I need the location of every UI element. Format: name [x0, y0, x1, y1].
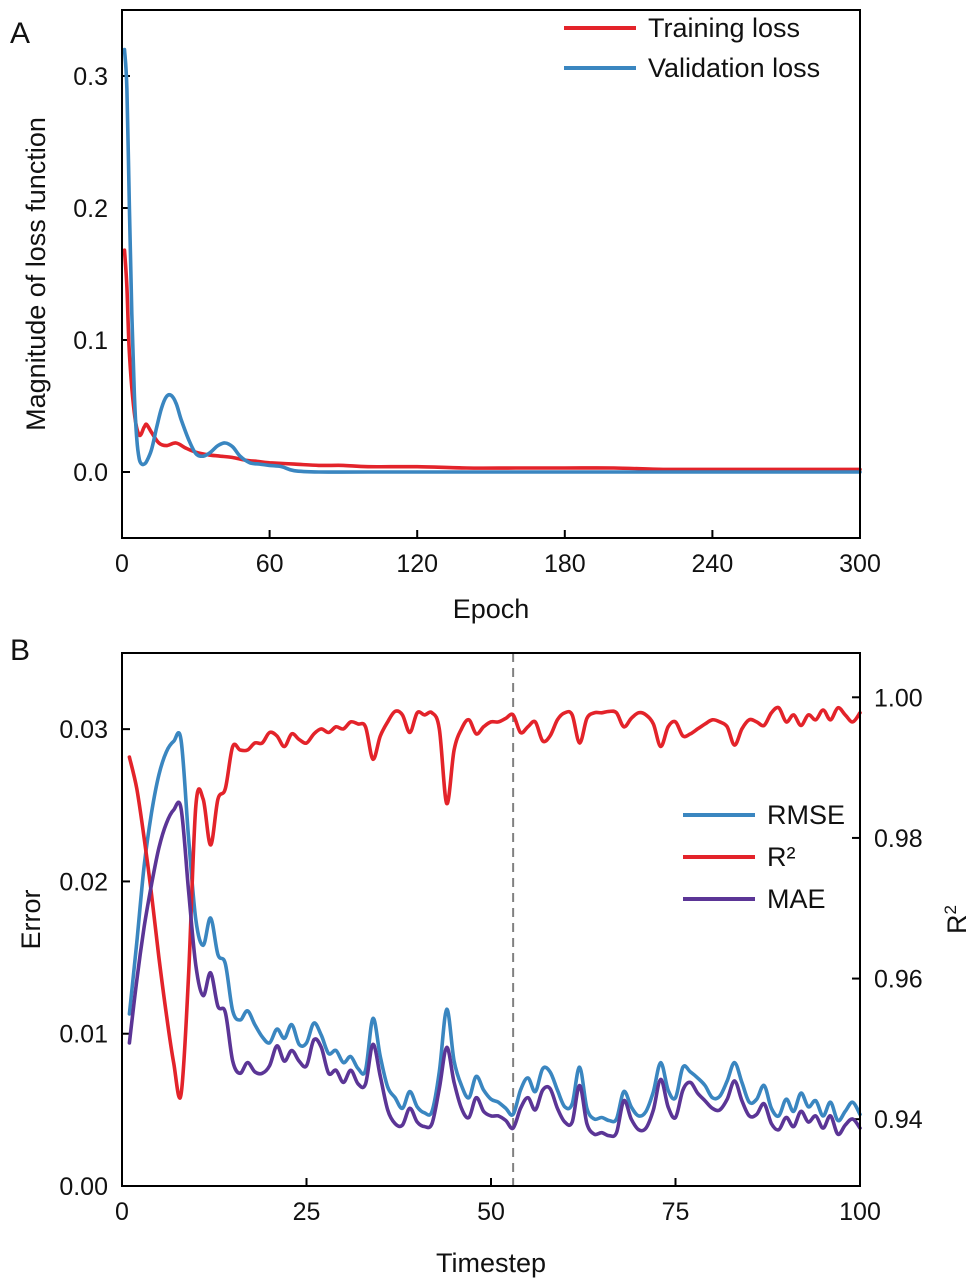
y-tick-label-2: 0.2 — [73, 195, 108, 223]
legend-label-training-loss: Training loss — [648, 13, 800, 43]
panel-a-label: A — [10, 17, 30, 50]
panel-b-left-y-axis-label: Error — [16, 889, 46, 949]
right-y-label-base: R — [942, 914, 972, 934]
legend-label-rmse: RMSE — [767, 800, 845, 830]
right-y-tick-label-0: 0.94 — [874, 1106, 923, 1134]
panel-a-ticks: 0 60 120 180 240 300 0.0 0.1 0.2 0.3 — [73, 63, 881, 578]
series-line-validation-loss — [122, 47, 862, 474]
y-tick-label-0: 0.00 — [59, 1173, 108, 1201]
x-tick-label-0: 0 — [115, 1198, 129, 1226]
x-tick-label-240: 240 — [692, 550, 734, 578]
y-tick-label-3: 0.03 — [59, 716, 108, 744]
legend-label-r2: R² — [767, 842, 796, 872]
panel-b-legend: RMSE R² MAE — [683, 800, 845, 914]
panel-a-legend: Training loss Validation loss — [564, 13, 820, 83]
panel-b-series — [127, 705, 862, 1139]
y-tick-label-3: 0.3 — [73, 63, 108, 91]
x-tick-label-120: 120 — [396, 550, 438, 578]
x-tick-label-0: 0 — [115, 550, 129, 578]
panel-a: A Magnitude of loss function Epoch 0 60 12… — [10, 9, 881, 624]
y-tick-label-1: 0.1 — [73, 327, 108, 355]
panel-a-series — [122, 47, 862, 474]
right-y-tick-label-1: 0.96 — [874, 966, 923, 994]
legend-label-validation-loss: Validation loss — [648, 53, 820, 83]
right-y-tick-label-2: 0.98 — [874, 825, 923, 853]
panel-b-ticks: 0 25 50 75 100 0.00 0.01 0.02 0.03 0.94 0.96 0.98 1.… — [59, 684, 922, 1226]
legend-label-mae: MAE — [767, 884, 826, 914]
series-line-mae — [127, 800, 862, 1139]
panel-b-label: B — [10, 634, 30, 667]
panel-b: B Error R2 Timestep 0 25 50 75 100 0.00 0.01 0.… — [10, 634, 972, 1278]
series-line-training-loss — [122, 248, 862, 472]
panel-b-right-y-axis-label: R2 — [941, 905, 972, 934]
panel-a-y-axis-label: Magnitude of loss function — [21, 117, 51, 431]
x-tick-label-50: 50 — [477, 1198, 505, 1226]
y-tick-label-2: 0.02 — [59, 868, 108, 896]
x-tick-label-100: 100 — [839, 1198, 881, 1226]
y-tick-label-0: 0.0 — [73, 459, 108, 487]
panel-b-plot-frame — [121, 652, 861, 1187]
x-tick-label-300: 300 — [839, 550, 881, 578]
x-tick-label-180: 180 — [544, 550, 586, 578]
right-y-label-superscript: 2 — [941, 905, 960, 914]
x-tick-label-25: 25 — [293, 1198, 321, 1226]
series-line-r — [127, 705, 862, 1100]
y-tick-label-1: 0.01 — [59, 1021, 108, 1049]
panel-b-x-axis-label: Timestep — [436, 1248, 546, 1278]
series-line-rmse — [127, 731, 862, 1124]
x-tick-label-75: 75 — [662, 1198, 690, 1226]
panel-a-plot-frame — [121, 9, 861, 539]
x-tick-label-60: 60 — [256, 550, 284, 578]
panel-a-x-axis-label: Epoch — [453, 594, 530, 624]
right-y-tick-label-3: 1.00 — [874, 684, 923, 712]
